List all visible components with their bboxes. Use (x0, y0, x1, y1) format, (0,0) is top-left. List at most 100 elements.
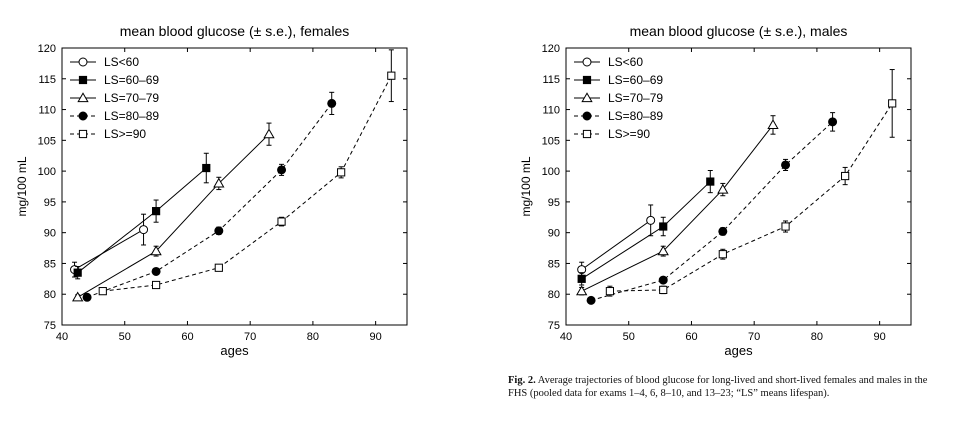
data-point (213, 177, 225, 188)
figure-caption: Fig. 2. Average trajectories of blood gl… (508, 374, 948, 400)
series-line (581, 181, 711, 280)
legend-marker (582, 129, 592, 139)
legend-entry: LS=80–89 (104, 109, 159, 123)
series-5 (605, 69, 897, 297)
legend-entry: LS>=90 (104, 127, 146, 141)
y-tick-label: 75 (548, 320, 560, 332)
series-5 (98, 49, 396, 296)
caption-text: Average trajectories of blood glucose fo… (508, 375, 928, 399)
y-axis-label: mg/100 mL (15, 156, 29, 216)
y-tick-label: 105 (542, 135, 560, 147)
data-point (387, 71, 396, 80)
data-point (214, 263, 223, 272)
legend-entry: LS<60 (608, 55, 643, 69)
series-line (581, 219, 651, 271)
y-tick-label: 90 (548, 228, 560, 240)
legend-entry: LS=80–89 (608, 109, 663, 123)
data-point (659, 222, 668, 231)
legend-entry: LS=70–79 (608, 91, 663, 105)
legend-entry: LS>=90 (608, 127, 650, 141)
data-point (151, 280, 161, 290)
y-tick-label: 115 (38, 74, 56, 86)
y-tick-label: 110 (542, 105, 560, 117)
series-3 (576, 115, 779, 296)
legend: LS<60 LS=60–69 LS=70–79 LS=80–89 LS>=90 (574, 55, 663, 141)
caption-label: Fig. 2. (508, 375, 536, 386)
legend-marker (78, 129, 88, 139)
chart-title: mean blood glucose (± s.e.), males (630, 23, 848, 39)
y-tick-label: 95 (548, 197, 560, 209)
y-tick-label: 85 (548, 258, 560, 270)
data-point (98, 287, 107, 296)
series-line (590, 121, 833, 301)
data-point (888, 99, 897, 108)
plot-frame (565, 47, 912, 326)
data-point (717, 183, 729, 194)
legend-entry: LS=60–69 (608, 73, 663, 87)
data-point (706, 177, 715, 186)
y-tick-label: 100 (38, 166, 56, 178)
y-tick-label: 105 (38, 135, 56, 147)
data-point (658, 275, 668, 285)
legend-entry: LS=70–79 (104, 91, 159, 105)
x-tick-label: 50 (119, 331, 131, 343)
data-point (82, 292, 92, 302)
y-tick-label: 90 (44, 228, 56, 240)
data-point (277, 165, 287, 175)
chart-female: mean blood glucose (± s.e.), females ages… (15, 23, 408, 358)
data-point (841, 171, 850, 181)
series-2 (577, 169, 715, 286)
legend-marker (78, 57, 88, 67)
data-point (646, 215, 656, 225)
x-tick-label: 40 (560, 331, 572, 343)
series-line (77, 167, 207, 274)
x-tick-label: 60 (685, 331, 697, 343)
data-point (327, 98, 337, 108)
legend-marker (78, 111, 88, 121)
series-line (581, 124, 774, 292)
y-tick-label: 85 (44, 258, 56, 270)
x-tick-label: 90 (874, 331, 886, 343)
legend-marker (78, 75, 88, 85)
series-1 (70, 213, 149, 278)
data-point (72, 291, 84, 302)
series-line (609, 103, 893, 292)
y-tick-label: 110 (38, 105, 56, 117)
data-point (781, 160, 791, 170)
y-tick-label: 80 (548, 289, 560, 301)
series-3 (72, 122, 275, 302)
legend-marker (582, 57, 592, 67)
x-tick-label: 40 (56, 331, 68, 343)
series-4 (586, 112, 838, 305)
y-tick-label: 95 (44, 197, 56, 209)
data-point (657, 245, 669, 256)
data-point (139, 225, 149, 235)
data-point (586, 295, 596, 305)
x-tick-label: 70 (244, 331, 256, 343)
data-point (577, 274, 586, 283)
data-point (767, 119, 779, 130)
y-tick-label: 100 (542, 166, 560, 178)
legend-entry: LS=60–69 (104, 73, 159, 87)
x-tick-label: 60 (181, 331, 193, 343)
y-tick-label: 75 (44, 320, 56, 332)
data-point (718, 250, 727, 259)
data-point (781, 222, 790, 231)
legend-marker (77, 92, 89, 103)
x-tick-label: 50 (623, 331, 635, 343)
y-axis-label: mg/100 mL (519, 156, 533, 216)
x-tick-label: 70 (748, 331, 760, 343)
chart-title: mean blood glucose (± s.e.), females (120, 23, 349, 39)
data-point (263, 128, 275, 139)
legend-marker (582, 111, 592, 121)
x-axis-label: ages (220, 343, 249, 358)
data-point (659, 285, 668, 295)
y-tick-label: 80 (44, 289, 56, 301)
legend: LS<60 LS=60–69 LS=70–79 LS=80–89 LS>=90 (70, 55, 159, 141)
x-tick-label: 80 (811, 331, 823, 343)
data-point (718, 226, 728, 236)
series-line (74, 229, 144, 271)
series-4 (82, 91, 337, 302)
data-point (73, 268, 82, 277)
